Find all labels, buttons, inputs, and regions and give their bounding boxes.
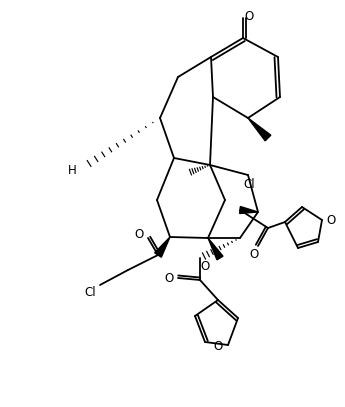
- Text: O: O: [244, 11, 254, 24]
- Text: H: H: [68, 164, 76, 177]
- Text: O: O: [164, 271, 174, 284]
- Text: O: O: [200, 260, 210, 273]
- Text: O: O: [134, 228, 144, 241]
- Polygon shape: [208, 238, 223, 260]
- Text: O: O: [249, 249, 259, 262]
- Text: Cl: Cl: [84, 285, 96, 298]
- Polygon shape: [155, 237, 170, 257]
- Polygon shape: [248, 118, 271, 141]
- Text: O: O: [213, 341, 223, 354]
- Polygon shape: [240, 206, 258, 214]
- Text: O: O: [326, 214, 336, 227]
- Text: Cl: Cl: [243, 179, 255, 192]
